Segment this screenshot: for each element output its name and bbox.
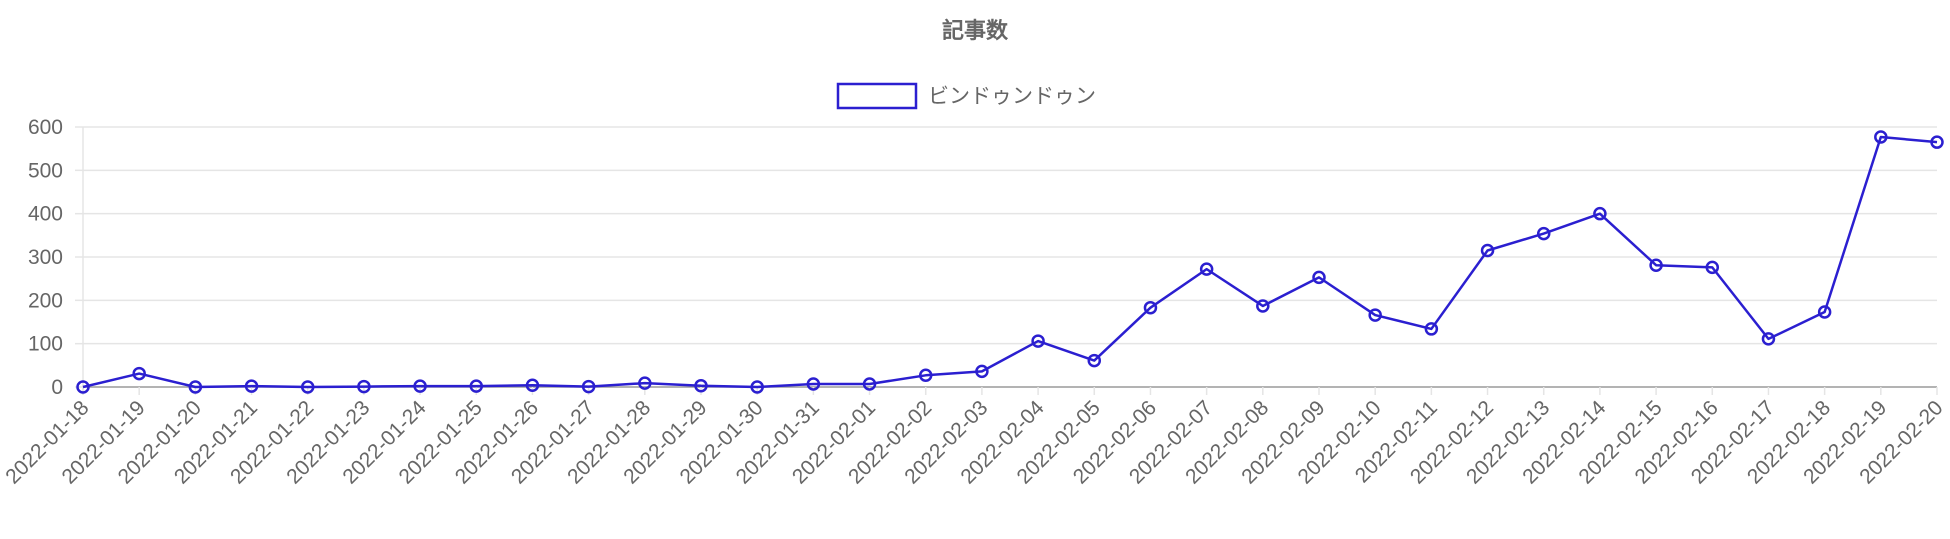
data-point[interactable] bbox=[1312, 270, 1326, 285]
chart-title: 記事数 bbox=[942, 18, 1009, 44]
data-point[interactable] bbox=[750, 380, 764, 394]
data-point[interactable] bbox=[1761, 332, 1776, 346]
data-point[interactable] bbox=[1424, 322, 1439, 336]
data-point[interactable] bbox=[357, 379, 371, 394]
data-point[interactable] bbox=[1649, 258, 1663, 272]
data-point[interactable] bbox=[525, 378, 540, 393]
data-point[interactable] bbox=[1480, 243, 1495, 258]
data-point[interactable] bbox=[1593, 206, 1607, 221]
data-point[interactable] bbox=[188, 380, 203, 394]
data-points bbox=[76, 130, 1944, 394]
data-point[interactable] bbox=[244, 379, 259, 393]
data-point[interactable] bbox=[413, 379, 427, 393]
data-point[interactable] bbox=[581, 379, 596, 394]
series-line bbox=[82, 135, 1938, 389]
y-axis-tick-labels: 0 100 200 300 400 500 600 bbox=[28, 116, 63, 399]
data-point[interactable] bbox=[1817, 305, 1832, 319]
data-point[interactable] bbox=[806, 377, 821, 391]
data-point[interactable] bbox=[1930, 135, 1944, 149]
legend-swatch bbox=[836, 82, 918, 110]
y-tick-label: 200 bbox=[28, 289, 63, 312]
data-point[interactable] bbox=[1199, 262, 1214, 276]
data-point[interactable] bbox=[1031, 334, 1045, 348]
y-tick-label: 500 bbox=[28, 159, 63, 182]
legend-label: ビンドゥンドゥン bbox=[928, 84, 1096, 108]
data-point[interactable] bbox=[1368, 308, 1382, 322]
x-axis-tick-labels: 2022-01-182022-01-192022-01-202022-01-21… bbox=[1, 396, 1947, 488]
y-tick-label: 300 bbox=[28, 246, 63, 269]
data-point[interactable] bbox=[300, 380, 315, 394]
data-point[interactable] bbox=[1874, 130, 1888, 144]
data-point[interactable] bbox=[132, 366, 146, 381]
y-tick-label: 0 bbox=[51, 376, 63, 399]
data-point[interactable] bbox=[862, 377, 877, 391]
y-tick-label: 100 bbox=[28, 333, 63, 356]
grid-lines bbox=[75, 126, 1938, 395]
data-point[interactable] bbox=[1536, 226, 1551, 241]
data-point[interactable] bbox=[975, 364, 989, 379]
y-tick-label: 400 bbox=[28, 203, 63, 226]
data-point[interactable] bbox=[1256, 299, 1270, 313]
data-point[interactable] bbox=[918, 368, 933, 383]
data-point[interactable] bbox=[469, 379, 484, 393]
legend[interactable]: ビンドゥンドゥン bbox=[836, 82, 1096, 110]
data-point[interactable] bbox=[1143, 300, 1158, 315]
data-point[interactable] bbox=[1705, 260, 1720, 275]
data-point[interactable] bbox=[1087, 353, 1102, 368]
data-point[interactable] bbox=[76, 380, 90, 394]
y-tick-label: 600 bbox=[28, 116, 63, 139]
data-point[interactable] bbox=[638, 376, 652, 390]
data-point[interactable] bbox=[694, 378, 708, 393]
